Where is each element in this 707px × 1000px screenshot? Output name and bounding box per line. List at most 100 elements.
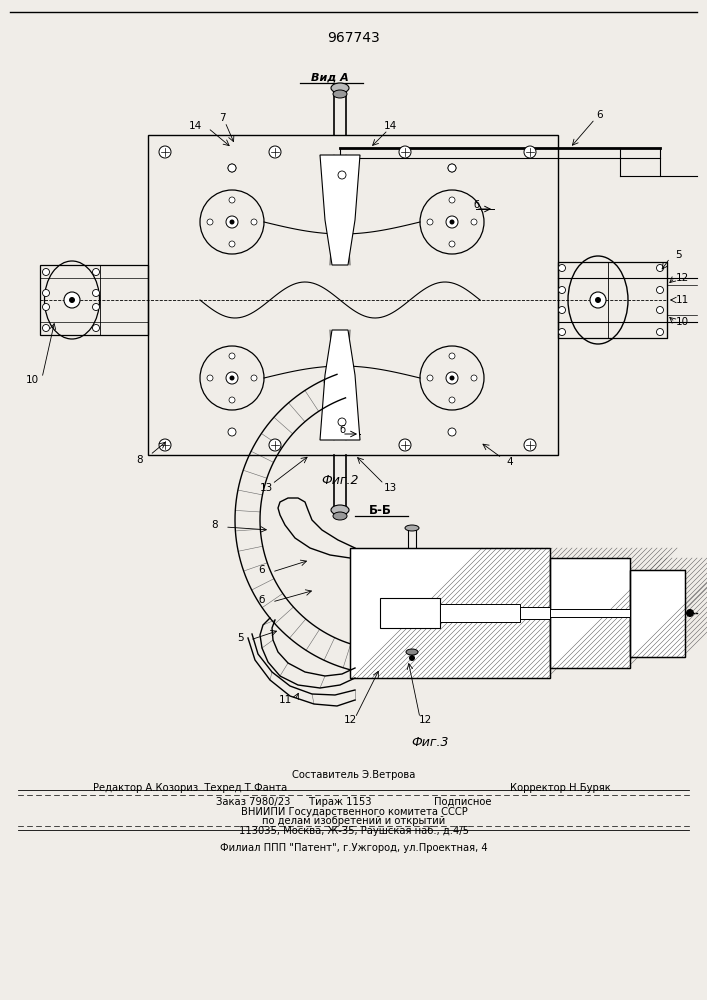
Text: 10: 10: [25, 375, 39, 385]
Circle shape: [230, 375, 235, 380]
Circle shape: [64, 292, 80, 308]
Text: 7: 7: [218, 113, 226, 123]
Circle shape: [448, 164, 456, 172]
Text: 12: 12: [419, 715, 432, 725]
Circle shape: [159, 439, 171, 451]
Circle shape: [226, 216, 238, 228]
Text: Корректор Н.Буряк: Корректор Н.Буряк: [510, 783, 610, 793]
Text: ВНИИПИ Государственного комитета СССР: ВНИИПИ Государственного комитета СССР: [240, 807, 467, 817]
Circle shape: [399, 146, 411, 158]
Text: 5: 5: [237, 633, 243, 643]
Text: Фиг.3: Фиг.3: [411, 736, 449, 748]
Ellipse shape: [333, 90, 347, 98]
Bar: [550, 558, 630, 668]
Bar: [520, 607, 550, 619]
Circle shape: [427, 375, 433, 381]
Circle shape: [449, 197, 455, 203]
Text: 13: 13: [383, 483, 397, 493]
Circle shape: [450, 375, 455, 380]
Circle shape: [559, 328, 566, 336]
Circle shape: [42, 304, 49, 310]
Text: 967743: 967743: [327, 31, 380, 45]
Bar: [148, 135, 558, 455]
Bar: [440, 604, 520, 622]
Text: Вид А: Вид А: [311, 73, 349, 83]
Circle shape: [251, 219, 257, 225]
Ellipse shape: [331, 505, 349, 515]
Bar: [380, 598, 440, 628]
Text: Б-Б: Б-Б: [368, 504, 392, 516]
Circle shape: [226, 372, 238, 384]
Text: 10: 10: [675, 317, 689, 327]
Circle shape: [448, 164, 456, 172]
Circle shape: [42, 290, 49, 296]
Text: Заказ 7980/23      Тираж 1153                    Подписное: Заказ 7980/23 Тираж 1153 Подписное: [216, 797, 492, 807]
Text: 6: 6: [259, 565, 265, 575]
Circle shape: [338, 418, 346, 426]
Text: 14: 14: [188, 121, 201, 131]
Ellipse shape: [333, 512, 347, 520]
Circle shape: [427, 219, 433, 225]
Text: б: б: [259, 595, 265, 605]
Bar: [630, 570, 685, 657]
Text: 113035, Москва, Ж-35, Раушская наб., д.4/5: 113035, Москва, Ж-35, Раушская наб., д.4…: [239, 826, 469, 836]
Text: 11: 11: [675, 295, 689, 305]
Circle shape: [595, 297, 601, 303]
Circle shape: [686, 609, 694, 617]
Text: Филиал ППП "Патент", г.Ужгород, ул.Проектная, 4: Филиал ППП "Патент", г.Ужгород, ул.Проек…: [220, 843, 488, 853]
Circle shape: [229, 197, 235, 203]
Bar: [550, 609, 630, 617]
Text: 13: 13: [259, 483, 273, 493]
Circle shape: [446, 216, 458, 228]
Text: Редактор А.Козориз  Техред Т.Фанта: Редактор А.Козориз Техред Т.Фанта: [93, 783, 287, 793]
Circle shape: [228, 164, 236, 172]
Circle shape: [409, 655, 415, 661]
Ellipse shape: [331, 83, 349, 93]
Circle shape: [657, 306, 663, 314]
Circle shape: [657, 328, 663, 336]
Circle shape: [229, 353, 235, 359]
Circle shape: [251, 375, 257, 381]
Text: 12: 12: [344, 715, 356, 725]
Circle shape: [159, 146, 171, 158]
Circle shape: [559, 264, 566, 271]
Text: Фиг.2: Фиг.2: [321, 474, 358, 487]
Text: б: б: [339, 425, 345, 435]
Circle shape: [657, 286, 663, 294]
Circle shape: [269, 146, 281, 158]
Circle shape: [449, 241, 455, 247]
Text: по делам изобретений и открытий: по делам изобретений и открытий: [262, 816, 445, 826]
Circle shape: [269, 439, 281, 451]
Circle shape: [93, 268, 100, 275]
Circle shape: [448, 428, 456, 436]
Bar: [558, 262, 667, 338]
Circle shape: [42, 324, 49, 332]
Text: 12: 12: [675, 273, 689, 283]
Circle shape: [450, 220, 455, 225]
Ellipse shape: [406, 649, 418, 655]
Circle shape: [207, 375, 213, 381]
Circle shape: [471, 375, 477, 381]
Circle shape: [657, 264, 663, 271]
Circle shape: [449, 397, 455, 403]
Bar: [40, 265, 148, 335]
Text: 4: 4: [507, 457, 513, 467]
Text: 6: 6: [597, 110, 603, 120]
Circle shape: [93, 304, 100, 310]
Circle shape: [207, 219, 213, 225]
Text: 5: 5: [674, 250, 682, 260]
Circle shape: [228, 164, 236, 172]
Ellipse shape: [405, 525, 419, 531]
Bar: [550, 558, 630, 668]
Bar: [350, 548, 550, 678]
Circle shape: [229, 241, 235, 247]
Circle shape: [338, 171, 346, 179]
Circle shape: [590, 292, 606, 308]
Circle shape: [524, 439, 536, 451]
Polygon shape: [320, 155, 360, 265]
Circle shape: [399, 439, 411, 451]
Circle shape: [93, 290, 100, 296]
Circle shape: [471, 219, 477, 225]
Text: 8: 8: [136, 455, 144, 465]
Polygon shape: [320, 330, 360, 440]
